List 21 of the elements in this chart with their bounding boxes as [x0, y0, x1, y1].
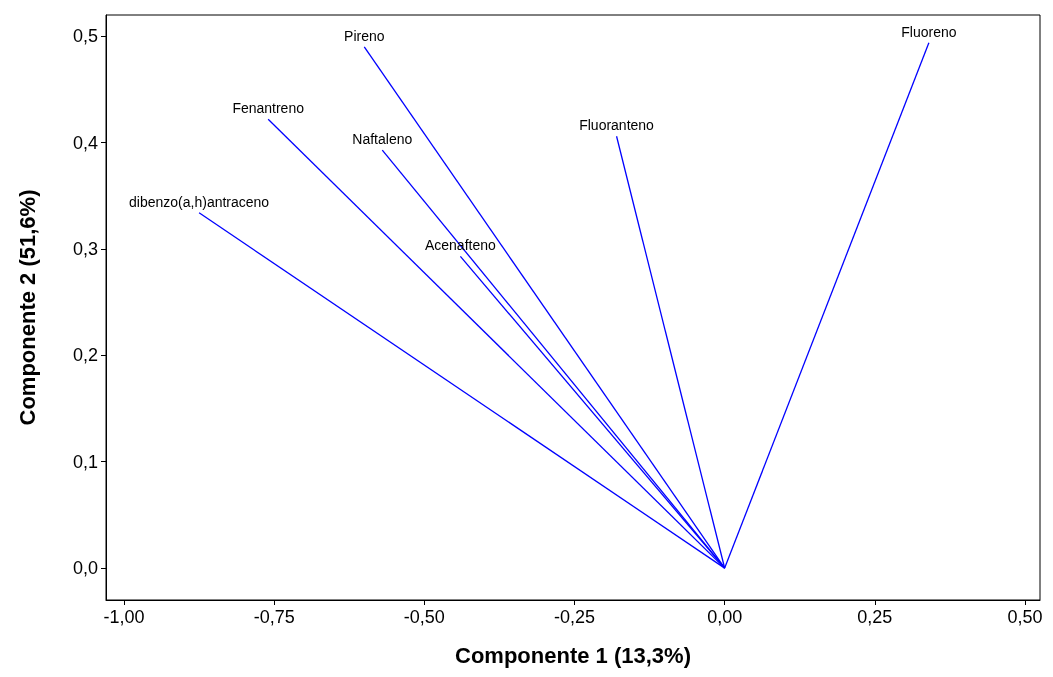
series-label: Pireno — [344, 27, 385, 44]
y-axis-title: Componente 2 (51,6%) — [14, 189, 40, 426]
x-tick-label: -0,50 — [403, 607, 445, 627]
x-tick-label: -0,25 — [553, 607, 596, 627]
series-label: Fluoreno — [901, 23, 957, 40]
y-tick-label: 0,1 — [72, 451, 98, 472]
x-tick-label: 0,25 — [857, 607, 893, 627]
y-tick-label: 0,4 — [72, 132, 98, 153]
y-tick-label: 0,3 — [72, 239, 98, 259]
y-tick-label: 0,5 — [72, 26, 98, 47]
x-tick-label: -1,00 — [103, 607, 145, 627]
x-tick-label: -0,75 — [253, 607, 295, 627]
x-tick-label: 0,00 — [707, 607, 743, 627]
series-label: Fenantreno — [232, 100, 305, 117]
x-tick-label: 0,50 — [1007, 607, 1043, 627]
x-axis-title: Componente 1 (13,3%) — [455, 642, 691, 668]
y-tick-label: 0,2 — [72, 345, 98, 366]
y-tick-label: 0,0 — [72, 558, 98, 579]
series-label: Naftaleno — [352, 131, 413, 148]
series-label: Fluoranteno — [579, 117, 655, 134]
series-label: dibenzo(a,h)antraceno — [129, 193, 270, 210]
